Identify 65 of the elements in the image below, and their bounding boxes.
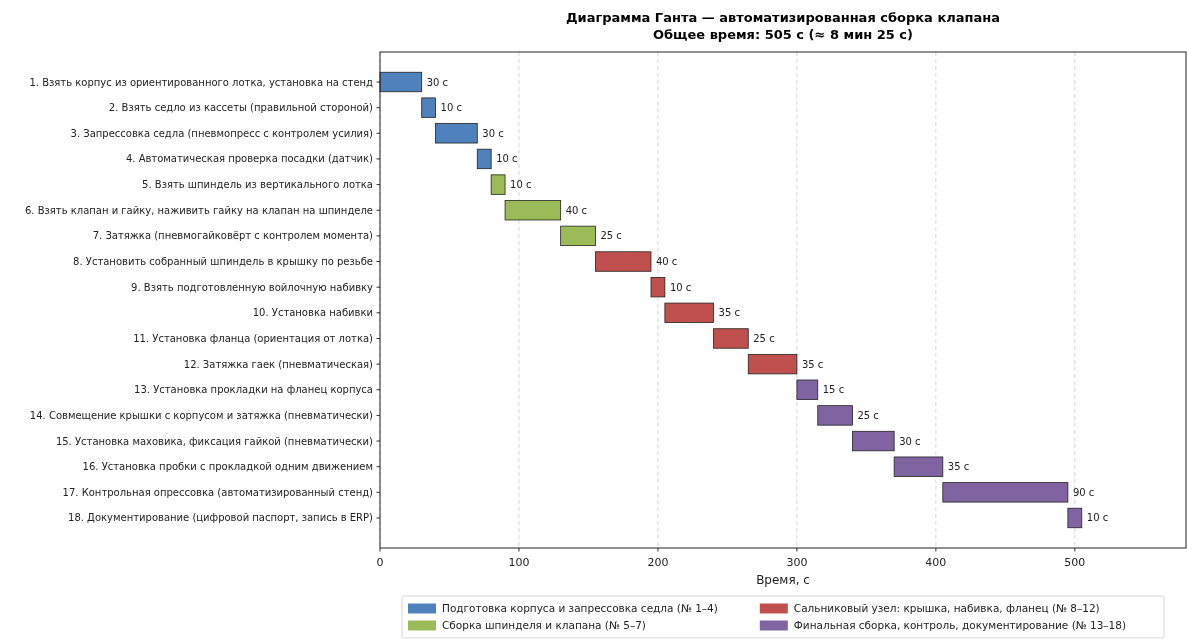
bar [504, 200, 562, 221]
bar [490, 174, 506, 195]
y-tick-label: 10. Установка набивки [252, 307, 373, 319]
bar [435, 123, 478, 144]
data-label: 10 с [669, 281, 692, 293]
bar [476, 148, 492, 170]
legend-label: Подготовка корпуса и запрессовка седла (№ 1–4) [442, 602, 718, 615]
bar [893, 456, 944, 477]
data-label: 30 с [426, 76, 449, 88]
bar [1067, 507, 1083, 529]
data-label: 10 с [510, 179, 532, 191]
y-tick-label: 3. Запрессовка седла (пневмопресс с контролем усилия) [70, 127, 374, 139]
x-tick-label: 0 [376, 556, 384, 569]
data-label: 30 с [899, 435, 921, 447]
y-tick-label: 2. Взять седло из кассеты (правильной стороной) [108, 102, 374, 114]
data-label: 90 с [1072, 486, 1095, 498]
bar [713, 328, 749, 349]
data-label: 25 с [857, 409, 879, 421]
data-label: 25 с [753, 332, 775, 344]
y-tick-label: 5. Взять шпиндель из вертикального лотка [142, 179, 373, 191]
bar [747, 353, 798, 375]
bar [942, 482, 1069, 503]
bar [595, 251, 652, 272]
y-tick-label: 17. Контрольная опрессовка (автоматизированный стенд) [62, 486, 374, 498]
y-tick-label: 18. Документирование (цифровой паспорт, запись в ERP) [68, 512, 374, 524]
x-tick-label: 100 [508, 556, 530, 569]
x-axis-title: Время, с [756, 573, 810, 587]
bar [560, 225, 596, 247]
data-label: 10 с [1086, 512, 1109, 524]
y-tick-label: 15. Установка маховика, фиксация гайкой (пневматически) [55, 435, 374, 447]
data-label: 35 с [947, 461, 970, 473]
data-label: 10 с [496, 153, 518, 165]
data-label: 25 с [600, 230, 622, 242]
y-tick-label: 11. Установка фланца (ориентация от лотка) [133, 332, 374, 344]
y-tick-label: 7. Затяжка (пневмогайковёрт с контролем момента) [92, 230, 374, 242]
y-tick-label: 9. Взять подготовленную войлочную набивку [131, 281, 374, 293]
y-tick-label: 14. Совмещение крышки с корпусом и затяжка (пневматически) [29, 409, 374, 421]
x-tick-label: 400 [925, 556, 947, 569]
y-tick-label: 12. Затяжка гаек (пневматическая) [183, 358, 374, 370]
legend-label: Сальниковый узел: крышка, набивка, фланец (№ 8–12) [793, 602, 1100, 615]
bar [852, 430, 895, 452]
chart-title: Диаграмма Ганта — автоматизированная сборка клапана Общее время: 505 с (≈ 8 мин 25 с) [565, 10, 1001, 42]
data-label: 35 с [718, 307, 740, 319]
bar [650, 277, 666, 298]
data-label: 35 с [801, 358, 824, 370]
y-tick-label: 16. Установка пробки с прокладкой одним движением [82, 461, 373, 473]
data-label: 30 с [482, 127, 504, 139]
legend-label: Сборка шпинделя и клапана (№ 5–7) [442, 619, 646, 632]
bar [664, 302, 714, 323]
y-tick-label: 6. Взять клапан и гайку, наживить гайку на клапан на шпинделе [24, 204, 373, 216]
data-label: 15 с [822, 384, 845, 396]
bar [421, 97, 436, 118]
y-tick-label: 4. Автоматическая проверка посадки (датчик) [125, 153, 374, 165]
x-tick-label: 200 [647, 556, 669, 569]
bar [796, 379, 819, 400]
x-tick-label: 500 [1064, 556, 1086, 569]
data-label: 40 с [655, 256, 678, 268]
data-label: 10 с [440, 102, 462, 114]
legend-label: Финальная сборка, контроль, документирование (№ 13–18) [793, 619, 1127, 632]
y-tick-label: 1. Взять корпус из ориентированного лотка, установка на стенд [29, 76, 374, 88]
y-tick-label: 8. Установить собранный шпиндель в крышку по резьбе [73, 256, 373, 268]
data-label: 40 с [565, 204, 588, 216]
bar [817, 405, 853, 426]
y-tick-label: 13. Установка прокладки на фланец корпуса [134, 384, 373, 396]
x-tick-label: 300 [786, 556, 808, 569]
